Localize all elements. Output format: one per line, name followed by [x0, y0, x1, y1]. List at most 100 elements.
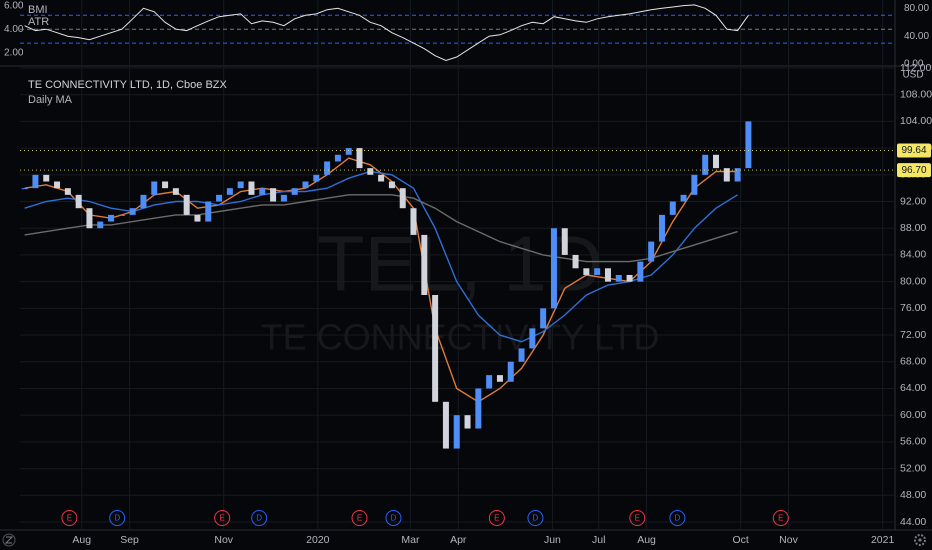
event-marker: [251, 510, 268, 526]
event-label: E: [67, 514, 72, 523]
candle: [540, 308, 547, 329]
moving-average: [24, 194, 738, 263]
candle: [648, 241, 655, 262]
event-label: D: [114, 514, 120, 523]
candle: [97, 221, 104, 229]
x-tick-label: Nov: [779, 534, 798, 546]
price-label: 96.70: [901, 165, 926, 176]
candle: [550, 228, 557, 309]
zoom-icon-ring: [2, 533, 16, 547]
candle: [745, 121, 752, 169]
chart-title: TE CONNECTIVITY LTD, 1D, Cboe BZX: [28, 79, 228, 91]
candle: [64, 188, 71, 195]
candle: [496, 375, 503, 382]
y-tick-label: 72.00: [900, 329, 926, 341]
x-tick-label: Jun: [544, 534, 561, 546]
event-label: E: [357, 514, 362, 523]
settings-gear: [914, 534, 926, 546]
candle: [583, 268, 590, 275]
y-tick-label: 44.00: [900, 516, 926, 528]
plot-layer: 44.00 48.00 52.00 56.00 60.00 64.00 68.00 72.00…: [4, 0, 932, 546]
settings-icon[interactable]: [914, 534, 926, 546]
event-marker: [488, 510, 505, 526]
candle: [356, 148, 363, 169]
candle: [680, 194, 687, 202]
candle: [615, 274, 622, 282]
event-label: D: [533, 514, 539, 523]
event-label: E: [635, 514, 640, 523]
candle: [21, 188, 28, 190]
y-tick-label: 80.00: [900, 275, 926, 287]
y-tick-label: 6.00: [4, 1, 24, 12]
x-tick-label: Oct: [733, 534, 749, 546]
x-tick-label: Mar: [401, 534, 420, 546]
candle: [259, 188, 266, 195]
candle: [421, 234, 428, 295]
candle: [378, 174, 385, 182]
event-marker: [109, 510, 126, 526]
candle: [86, 208, 93, 229]
x-tick-label: Sep: [120, 534, 139, 546]
x-tick-label: 2020: [306, 534, 330, 546]
y-tick-label: 2.00: [4, 48, 24, 59]
candle: [453, 415, 460, 449]
y2-tick-label: 40.00: [904, 31, 929, 42]
candle: [75, 194, 82, 209]
candle: [561, 228, 568, 255]
candle: [324, 161, 331, 175]
indicator-label: ATR: [28, 16, 49, 28]
candle: [140, 194, 147, 209]
candle: [702, 154, 709, 175]
event-marker: [214, 510, 231, 526]
event-label: E: [219, 514, 224, 523]
candle: [226, 188, 233, 195]
candle: [669, 201, 676, 215]
candle: [118, 214, 125, 216]
y-tick-label: 104.00: [900, 115, 932, 127]
chart-subtitle: Daily MA: [28, 94, 73, 106]
candle: [129, 208, 136, 215]
candle: [313, 174, 320, 182]
settings-hub: [918, 538, 922, 542]
y-tick-label: 56.00: [900, 436, 926, 448]
y-tick-label: 112.00: [900, 62, 931, 74]
candle: [302, 181, 309, 189]
candle: [507, 361, 514, 382]
event-marker: [385, 510, 402, 526]
y-tick-label: 76.00: [900, 302, 926, 314]
candle: [691, 174, 698, 195]
event-label: D: [391, 514, 397, 523]
x-tick-label: Nov: [214, 534, 233, 546]
y2-tick-label: 0.00: [904, 59, 924, 70]
event-marker: [629, 510, 646, 526]
y2-tick-label: 80.00: [904, 3, 929, 14]
candle: [291, 188, 298, 195]
candle: [518, 348, 525, 362]
y-tick-label: 92.00: [900, 195, 926, 207]
x-tick-label: Apr: [450, 534, 467, 546]
currency-label: USD: [902, 70, 923, 81]
event-label: D: [675, 514, 681, 523]
zoom-icon-glyph: [4, 536, 14, 544]
candle: [712, 154, 719, 169]
candle: [637, 261, 644, 282]
candle: [270, 188, 277, 202]
y-tick-label: 64.00: [900, 382, 926, 394]
candle: [594, 268, 601, 275]
candle: [464, 415, 471, 429]
price-label-box: [897, 163, 931, 178]
candle: [388, 181, 395, 189]
candle: [108, 214, 115, 222]
candle: [194, 214, 201, 222]
y-tick-label: 84.00: [900, 249, 926, 261]
price-label: 99.64: [901, 145, 926, 156]
indicator-line: [24, 4, 749, 62]
event-marker: [772, 510, 789, 526]
candle: [432, 294, 439, 402]
zoom-icon[interactable]: [2, 533, 16, 547]
candle: [529, 328, 536, 349]
x-tick-label: Jul: [592, 534, 605, 546]
